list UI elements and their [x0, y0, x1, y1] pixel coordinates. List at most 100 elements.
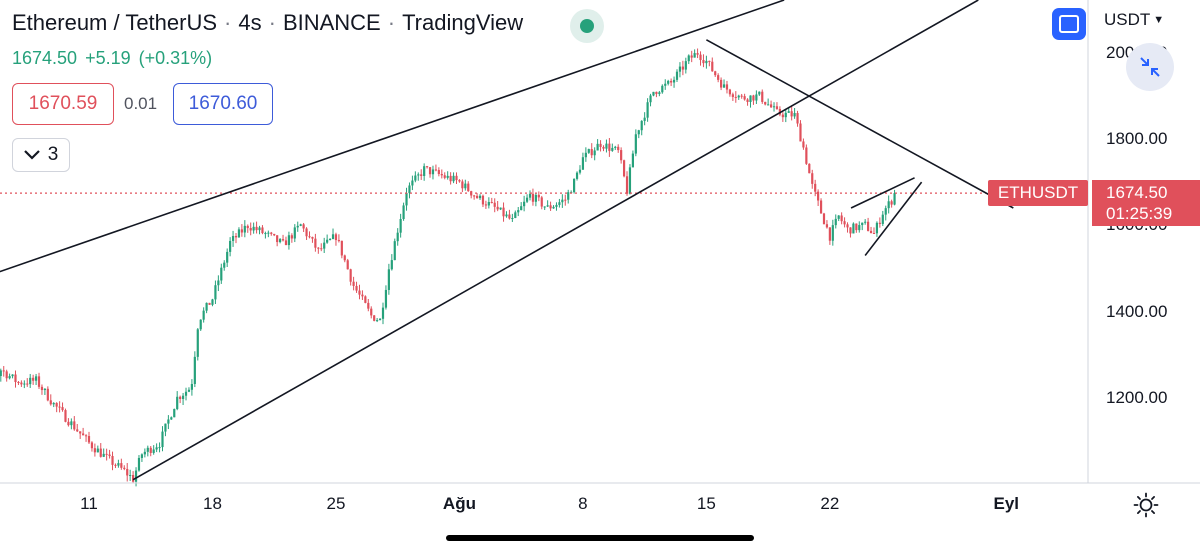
candle-body — [279, 239, 282, 243]
candle-body — [155, 447, 158, 450]
candle-body — [602, 146, 605, 149]
candle-body — [875, 222, 879, 234]
candle-body — [746, 99, 749, 102]
candle-body — [628, 167, 632, 194]
candle-body — [505, 214, 508, 217]
candle-body — [620, 150, 623, 161]
candle-body — [855, 223, 858, 231]
candle-body — [769, 104, 773, 108]
candle-body — [593, 150, 596, 156]
chevron-down-icon — [23, 150, 40, 160]
candle-body — [276, 235, 279, 243]
candle-body — [793, 113, 796, 117]
candle-body — [17, 382, 20, 384]
candle-body — [34, 376, 38, 381]
candle-body — [229, 240, 232, 252]
candle-body — [417, 174, 420, 176]
candle-body — [270, 232, 273, 234]
candle-body — [740, 95, 743, 97]
candle-body — [43, 388, 46, 391]
source-label: TradingView — [402, 10, 524, 35]
candle-body — [284, 240, 288, 246]
currency-selector[interactable]: USDT ▼ — [1104, 10, 1164, 30]
candle-body — [702, 60, 705, 64]
candle-body — [202, 310, 205, 320]
candle-body — [146, 447, 149, 452]
candle-body — [132, 475, 135, 482]
candle-body — [231, 235, 235, 241]
candle-body — [346, 260, 349, 270]
candle-body — [714, 71, 717, 76]
symbol-title[interactable]: Ethereum / TetherUS · 4s · BINANCE · TradingVi… — [12, 10, 524, 35]
candle-body — [67, 421, 70, 426]
candle-body — [614, 146, 617, 148]
candle-body — [249, 228, 252, 231]
candle-body — [772, 106, 776, 108]
candle-body — [455, 175, 458, 181]
collapse-icon[interactable] — [1126, 43, 1174, 91]
candle-body — [440, 173, 443, 176]
candle-body — [487, 202, 490, 206]
candle-body — [640, 120, 643, 131]
candle-body — [428, 167, 432, 175]
home-indicator — [446, 535, 754, 541]
candle-body — [546, 205, 549, 207]
candle-body — [105, 453, 108, 455]
candle-body — [384, 289, 388, 308]
candle-body — [305, 228, 308, 237]
layout-icon[interactable] — [1052, 8, 1086, 40]
price-tick-label: 1200.00 — [1106, 387, 1168, 407]
candle-body — [672, 79, 676, 83]
candle-body — [637, 130, 640, 135]
candle-body — [852, 223, 855, 234]
candle-body — [708, 60, 711, 62]
wedge-upper-line — [850, 177, 915, 209]
candle-body — [434, 169, 438, 171]
candle-body — [370, 308, 373, 316]
time-tick-label: 25 — [326, 494, 346, 513]
candle-body — [102, 453, 105, 457]
candle-body — [490, 202, 493, 204]
candle-body — [58, 406, 61, 408]
indicators-toggle-button[interactable]: 3 — [12, 138, 70, 172]
candle-body — [531, 193, 535, 202]
candle-body — [73, 421, 76, 430]
candle-body — [164, 423, 167, 432]
candle-body — [61, 407, 64, 411]
candle-body — [23, 383, 26, 385]
candle-body — [267, 232, 270, 234]
candle-body — [84, 435, 88, 437]
last-price: 1674.50 — [12, 48, 78, 68]
candle-body — [246, 225, 249, 229]
candle-body — [587, 149, 590, 153]
candle-body — [837, 215, 840, 219]
candle-body — [390, 260, 393, 270]
candle-body — [578, 169, 582, 173]
candle-body — [320, 248, 323, 250]
candle-body — [734, 96, 737, 98]
candle-body — [678, 66, 682, 72]
sell-button[interactable]: 1670.59 — [12, 83, 114, 125]
candle-body — [52, 402, 55, 405]
chevron-down-icon: ▼ — [1153, 14, 1165, 26]
candle-body — [528, 193, 532, 198]
candle-body — [414, 175, 417, 181]
candle-body — [405, 193, 408, 206]
candle-body — [502, 207, 505, 217]
candle-body — [828, 227, 831, 241]
candle-body — [552, 206, 555, 209]
candle-body — [308, 236, 311, 238]
candle-body — [49, 400, 52, 405]
sun-icon[interactable] — [1133, 492, 1159, 518]
candle-body — [226, 251, 229, 263]
candle-body — [808, 163, 811, 174]
candle-body — [575, 172, 579, 179]
candle-body — [123, 467, 126, 469]
candle-body — [511, 217, 514, 219]
descending-trendline — [706, 39, 1014, 209]
candle-body — [90, 442, 94, 449]
buy-button[interactable]: 1670.60 — [173, 83, 273, 125]
candle-body — [158, 447, 161, 449]
time-tick-label: 8 — [578, 494, 588, 513]
